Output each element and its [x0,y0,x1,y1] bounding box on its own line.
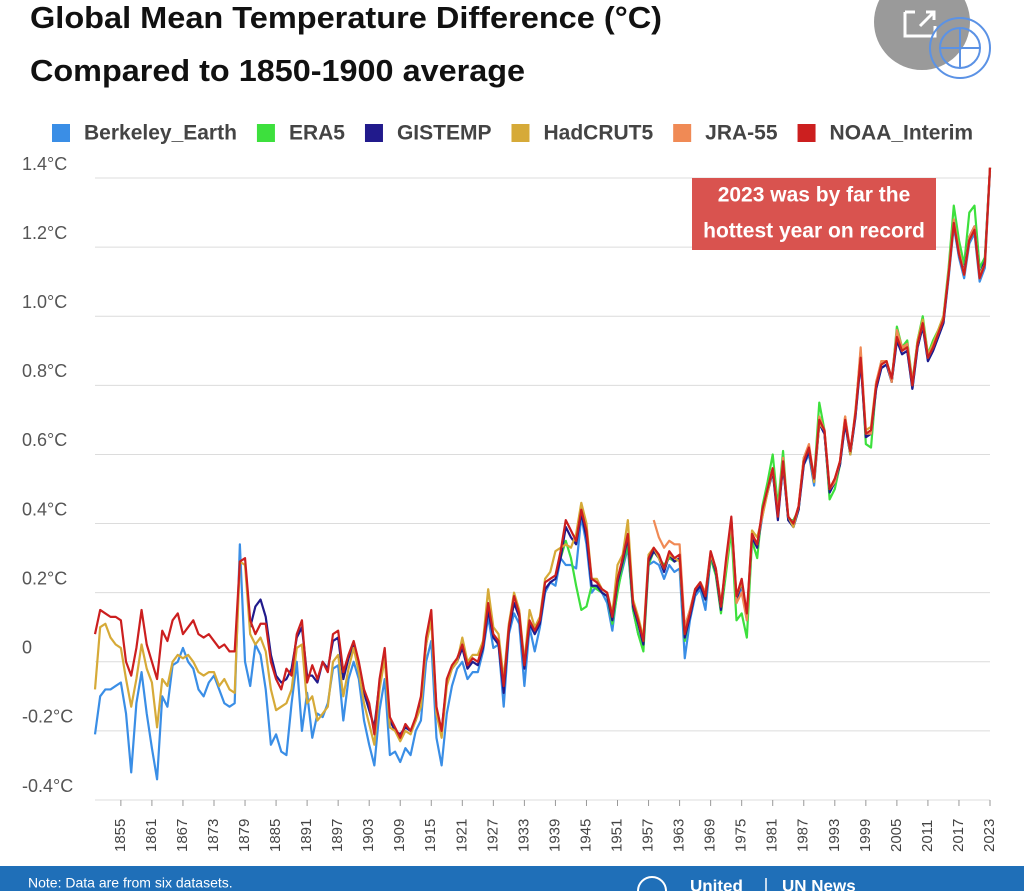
x-tick-label: 1903 [360,819,377,852]
legend-swatch [256,124,275,142]
legend-label: HadCRUT5 [543,122,653,145]
footer-note: Note: Data are from six datasets. [28,875,233,891]
x-tick-label: 1999 [857,819,874,852]
y-tick-label: 0.2°C [22,568,67,588]
x-tick-label: 1861 [143,819,160,852]
chart-title: Compared to 1850-1900 average [30,53,525,88]
x-tick-label: 1909 [391,819,408,852]
footer-band [0,866,1024,891]
x-tick-label: 1897 [329,819,346,852]
x-tick-label: 1885 [267,819,284,852]
y-tick-label: 1.0°C [22,292,67,312]
x-tick-label: 2011 [919,820,936,852]
legend-swatch [511,124,530,142]
x-tick-label: 1957 [640,819,657,852]
x-tick-label: 1963 [671,819,688,852]
legend-label: NOAA_Interim [830,122,974,145]
y-tick-label: -0.2°C [22,707,73,727]
x-tick-label: 1891 [298,819,315,852]
series-line [93,167,992,739]
share-icon [903,10,937,38]
x-tick-label: 1981 [764,819,781,852]
footer-logo: UN News [782,876,856,891]
legend-swatch [797,124,816,142]
x-tick-label: 1873 [205,819,222,852]
x-tick-label: 1945 [577,819,594,852]
footer-logo-icon [637,876,667,891]
x-tick-label: 1927 [484,819,501,852]
x-tick-label: 2005 [888,819,905,852]
y-tick-label: 1.4°C [22,154,67,174]
legend-swatch [52,124,70,142]
legend-label: ERA5 [289,122,345,145]
x-tick-label: 1915 [422,819,439,852]
annotation-box [692,178,936,250]
legend-swatch [673,124,692,142]
y-tick-label: 0.6°C [22,430,67,450]
legend-swatch [364,124,383,142]
legend-label: Berkeley_Earth [84,122,237,145]
series-line [93,167,992,746]
x-tick-label: 1975 [733,819,750,852]
chart-title: Global Mean Temperature Difference (°C) [30,0,662,35]
annotation: 2023 was by far the [718,184,911,207]
x-tick-label: 1933 [515,819,532,852]
x-tick-label: 1921 [453,819,470,852]
plot-area: -0.4°C -0.2°C 0 0.2°C 0.4°C 0.6°C 0.8°C 1.0°C 1.… [22,154,998,852]
annotation: hottest year on record [703,220,925,243]
x-tick-label: 1867 [174,819,191,852]
x-tick-label: 1879 [236,819,253,852]
un-emblem [929,17,991,79]
legend: Berkeley_Earth ERA5 GISTEMP HadCRUT5 JRA-55 N… [52,122,973,145]
legend-label: JRA-55 [705,122,778,145]
x-tick-label: 1969 [702,819,719,852]
footer-logo: United [690,876,743,891]
y-tick-label: -0.4°C [22,776,73,796]
y-tick-label: 0 [22,638,32,658]
x-tick-label: 1855 [112,819,129,852]
legend-label: GISTEMP [397,122,492,145]
x-tick-label: 1993 [826,819,843,852]
x-tick-label: 1951 [608,819,625,852]
x-tick-label: 2023 [981,819,998,852]
x-tick-label: 1987 [795,819,812,852]
series-line [249,167,992,736]
x-tick-label: 1939 [546,819,563,852]
x-tick-label: 2017 [950,819,967,852]
y-tick-label: 0.4°C [22,499,67,519]
y-tick-label: 1.2°C [22,223,67,243]
y-tick-label: 0.8°C [22,361,67,381]
